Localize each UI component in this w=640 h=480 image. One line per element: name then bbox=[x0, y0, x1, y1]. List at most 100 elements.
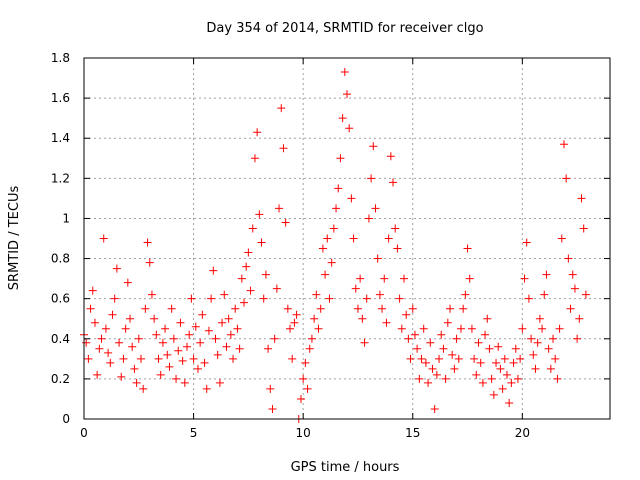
data-point bbox=[465, 274, 474, 283]
data-point bbox=[467, 324, 476, 333]
data-point bbox=[338, 114, 347, 123]
data-point bbox=[301, 358, 310, 367]
data-point bbox=[520, 274, 529, 283]
y-tick-label: 1.6 bbox=[51, 91, 70, 105]
data-point bbox=[178, 356, 187, 365]
data-point bbox=[351, 284, 360, 293]
data-point bbox=[259, 294, 268, 303]
data-point bbox=[296, 394, 305, 403]
data-point bbox=[356, 274, 365, 283]
data-point bbox=[577, 194, 586, 203]
data-point bbox=[226, 330, 235, 339]
data-point bbox=[329, 224, 338, 233]
data-point bbox=[172, 374, 181, 383]
data-point bbox=[196, 338, 205, 347]
x-tick-label: 0 bbox=[80, 426, 88, 440]
data-point bbox=[110, 294, 119, 303]
y-tick-label: 0.4 bbox=[51, 332, 70, 346]
data-point bbox=[340, 68, 349, 77]
data-point bbox=[318, 244, 327, 253]
data-point bbox=[485, 344, 494, 353]
data-point bbox=[86, 304, 95, 313]
data-point bbox=[452, 334, 461, 343]
data-point bbox=[540, 290, 549, 299]
data-point bbox=[303, 384, 312, 393]
data-point bbox=[316, 304, 325, 313]
data-point bbox=[524, 294, 533, 303]
data-point bbox=[476, 358, 485, 367]
data-point bbox=[570, 284, 579, 293]
data-point bbox=[108, 310, 117, 319]
data-point bbox=[373, 254, 382, 263]
data-point bbox=[481, 330, 490, 339]
data-point bbox=[410, 330, 419, 339]
data-point bbox=[229, 354, 238, 363]
y-tick-labels: 0 0.2 0.4 0.6 0.8 1 1.2 1.4 1.6 1.8 bbox=[51, 51, 70, 426]
data-point bbox=[119, 354, 128, 363]
data-point bbox=[213, 350, 222, 359]
data-point bbox=[323, 234, 332, 243]
data-point bbox=[507, 378, 516, 387]
data-point bbox=[314, 324, 323, 333]
y-tick-label: 1.2 bbox=[51, 171, 70, 185]
data-point bbox=[566, 304, 575, 313]
data-point bbox=[281, 218, 290, 227]
data-point bbox=[360, 338, 369, 347]
data-point bbox=[349, 234, 358, 243]
data-point bbox=[369, 142, 378, 151]
data-point bbox=[235, 344, 244, 353]
data-point bbox=[305, 344, 314, 353]
data-point bbox=[358, 314, 367, 323]
data-point bbox=[169, 334, 178, 343]
data-point bbox=[408, 304, 417, 313]
data-point bbox=[419, 324, 428, 333]
data-point bbox=[454, 354, 463, 363]
data-point bbox=[156, 370, 165, 379]
data-point bbox=[218, 318, 227, 327]
data-point bbox=[428, 364, 437, 373]
data-point bbox=[553, 374, 562, 383]
data-point bbox=[347, 194, 356, 203]
data-point bbox=[88, 286, 97, 295]
data-point bbox=[575, 314, 584, 323]
data-point bbox=[268, 404, 277, 413]
data-point bbox=[145, 258, 154, 267]
data-point bbox=[321, 270, 330, 279]
data-point bbox=[261, 270, 270, 279]
plot-frame bbox=[83, 57, 611, 420]
data-point bbox=[404, 334, 413, 343]
data-point bbox=[167, 304, 176, 313]
data-point bbox=[106, 358, 115, 367]
data-point bbox=[152, 330, 161, 339]
data-point bbox=[237, 274, 246, 283]
y-tick-label: 0 bbox=[62, 412, 70, 426]
data-point bbox=[143, 238, 152, 247]
data-point bbox=[389, 178, 398, 187]
data-point bbox=[402, 310, 411, 319]
data-point bbox=[378, 304, 387, 313]
data-point bbox=[147, 290, 156, 299]
data-point bbox=[384, 234, 393, 243]
data-point bbox=[362, 294, 371, 303]
data-point bbox=[513, 374, 522, 383]
data-point bbox=[233, 324, 242, 333]
data-point bbox=[505, 398, 514, 407]
data-point bbox=[200, 358, 209, 367]
data-point bbox=[264, 344, 273, 353]
data-point bbox=[126, 314, 135, 323]
x-tick-label: 5 bbox=[190, 426, 198, 440]
data-point bbox=[549, 334, 558, 343]
data-point bbox=[244, 248, 253, 257]
data-point bbox=[257, 238, 266, 247]
data-point bbox=[364, 214, 373, 223]
data-point bbox=[489, 390, 498, 399]
data-point bbox=[198, 310, 207, 319]
data-point bbox=[90, 318, 99, 327]
data-point bbox=[474, 338, 483, 347]
data-point bbox=[99, 234, 108, 243]
data-point bbox=[134, 334, 143, 343]
data-point bbox=[446, 304, 455, 313]
data-point bbox=[415, 374, 424, 383]
data-point bbox=[441, 374, 450, 383]
